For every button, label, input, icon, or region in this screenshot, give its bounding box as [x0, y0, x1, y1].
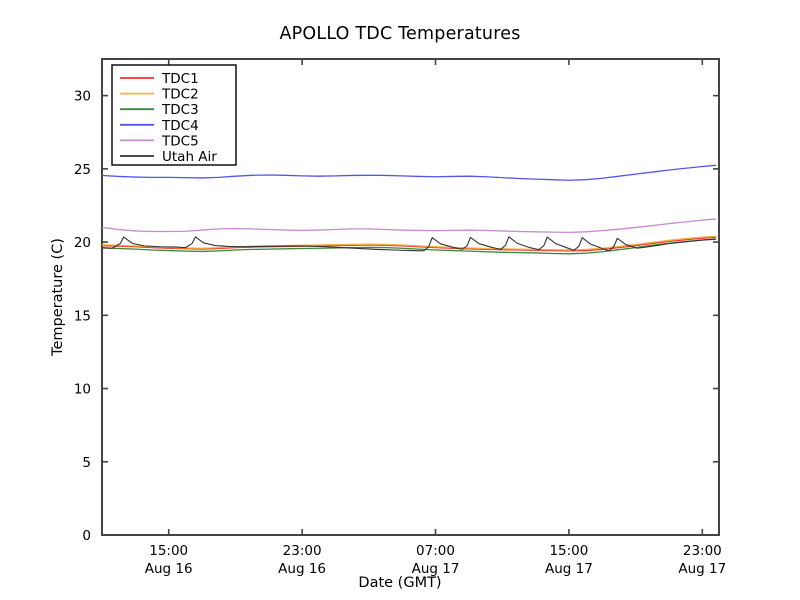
y-axis-ticks: 0 5 10 15 20 25 30 — [74, 89, 719, 544]
y-tick-label: 20 — [74, 235, 91, 251]
y-tick-label: 15 — [74, 308, 91, 324]
legend-label-tdc4[interactable]: TDC4 — [161, 118, 199, 134]
x-tick-label-date: Aug 16 — [278, 561, 326, 577]
y-axis-label: Temperature (C) — [50, 238, 66, 357]
legend-label-tdc5[interactable]: TDC5 — [161, 133, 199, 149]
x-tick-label-time: 15:00 — [549, 543, 588, 559]
x-tick-label-date: Aug 17 — [412, 561, 460, 577]
x-axis-label: Date (GMT) — [358, 575, 442, 591]
series-line-tdc3 — [102, 238, 717, 255]
x-tick-label-time: 07:00 — [416, 543, 455, 559]
series-line-tdc2 — [102, 235, 717, 251]
y-tick-label: 0 — [82, 528, 91, 544]
x-tick-label-time: 15:00 — [149, 543, 188, 559]
data-series-group — [102, 164, 717, 255]
x-tick-label-date: Aug 16 — [145, 561, 193, 577]
legend-label-tdc2[interactable]: TDC2 — [161, 87, 199, 103]
x-tick-label-time: 23:00 — [283, 543, 322, 559]
series-line-tdc4 — [102, 164, 717, 181]
y-tick-label: 5 — [82, 455, 91, 471]
legend-label-utah-air[interactable]: Utah Air — [162, 149, 217, 165]
series-line-tdc1 — [102, 236, 717, 252]
series-line-utah-air — [102, 236, 717, 252]
series-line-tdc5 — [102, 218, 717, 234]
legend-label-tdc3[interactable]: TDC3 — [161, 102, 199, 118]
x-axis-ticks: 15:00 Aug 16 23:00 Aug 16 07:00 Aug 17 15:00 Au… — [145, 59, 726, 577]
y-tick-label: 25 — [74, 162, 91, 178]
x-tick-label-date: Aug 17 — [545, 561, 593, 577]
legend-box — [111, 64, 237, 166]
chart-title: APOLLO TDC Temperatures — [279, 24, 521, 44]
y-tick-label: 30 — [74, 89, 91, 105]
legend-label-tdc1[interactable]: TDC1 — [161, 71, 199, 87]
y-tick-label: 10 — [74, 382, 91, 398]
x-tick-label-date: Aug 17 — [678, 561, 726, 577]
x-tick-label-time: 23:00 — [683, 543, 722, 559]
